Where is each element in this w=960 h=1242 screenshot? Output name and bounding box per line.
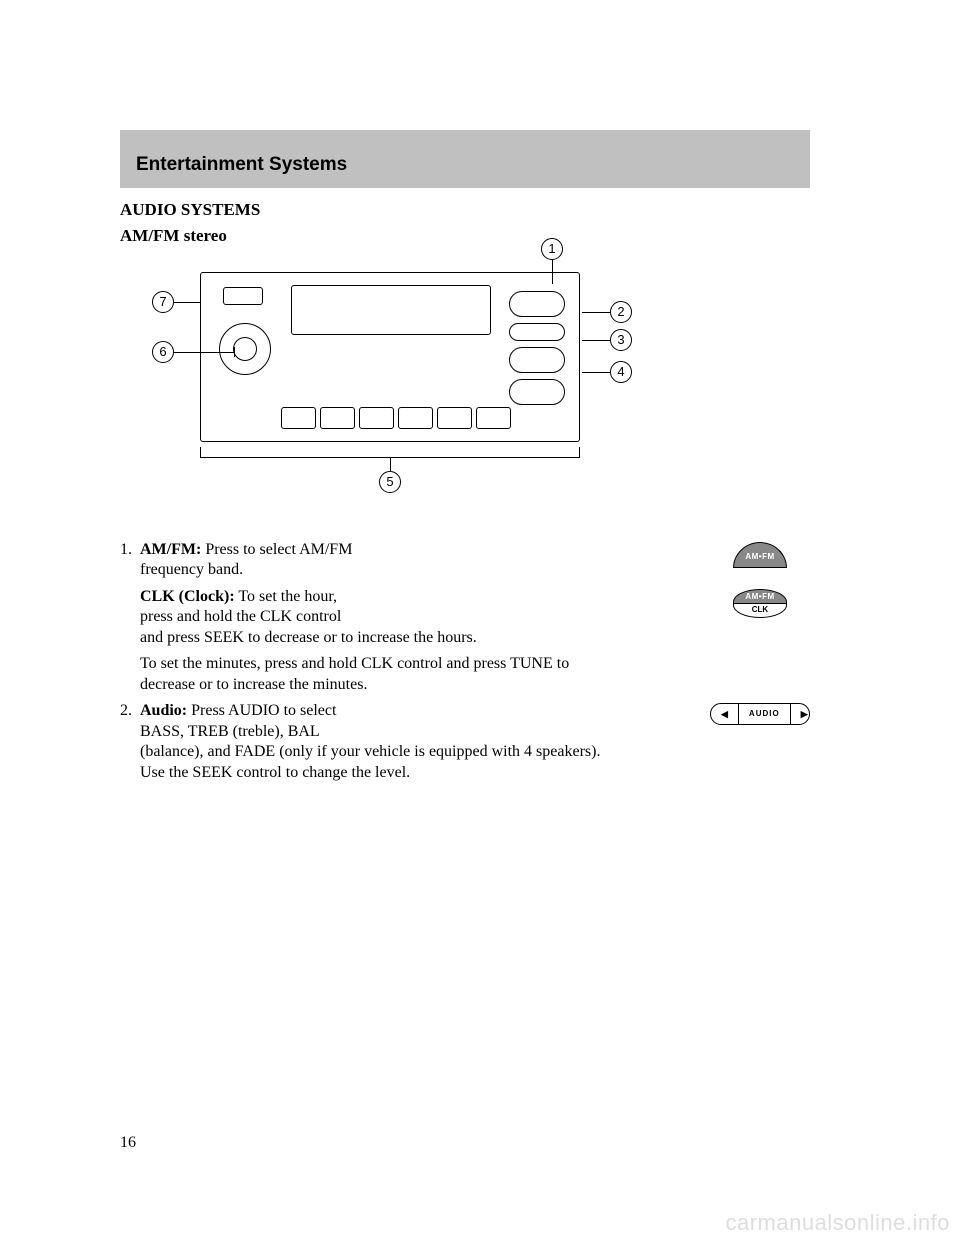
- instruction-row: CLK (Clock): To set the hour, press and …: [120, 587, 810, 648]
- step-text: CLK (Clock): To set the hour, press and …: [140, 587, 710, 648]
- step-label: CLK (Clock):: [140, 588, 235, 605]
- radio-display: [291, 285, 491, 335]
- watermark: carmanualsonline.info: [725, 1210, 950, 1236]
- arrow-left-icon: ◀: [711, 704, 738, 724]
- leader-line: [174, 352, 234, 353]
- amfm-clk-icon: AM•FM CLK: [733, 589, 787, 618]
- subsection-title: AM/FM stereo: [120, 226, 810, 246]
- callout-3: 3: [610, 329, 632, 351]
- page-number: 16: [120, 1134, 136, 1152]
- preset-row: [281, 407, 511, 429]
- callout-1: 1: [541, 238, 563, 260]
- leader-line: [552, 260, 553, 284]
- step-rest: Press AUDIO to select BASS, TREB (treble…: [140, 702, 600, 780]
- step-number: 2.: [120, 701, 140, 721]
- eject-button: [223, 287, 263, 305]
- leader-line: [200, 447, 201, 457]
- step-icon: AM•FM: [710, 540, 810, 568]
- leader-line: [390, 457, 391, 471]
- leader-line: [579, 447, 580, 457]
- section-header: Entertainment Systems: [120, 130, 810, 188]
- step-label: AM/FM:: [140, 541, 201, 558]
- step-number: 1.: [120, 540, 140, 560]
- callout-7: 7: [152, 291, 174, 313]
- header-title: Entertainment Systems: [136, 154, 794, 176]
- step-text: Audio: Press AUDIO to select BASS, TREB …: [140, 701, 710, 783]
- clk-label: CLK: [733, 604, 787, 618]
- instruction-row: To set the minutes, press and hold CLK c…: [120, 654, 810, 695]
- callout-4: 4: [610, 361, 632, 383]
- arrow-right-icon: ▶: [791, 704, 810, 724]
- audio-label: AUDIO: [738, 704, 791, 724]
- leader-line: [174, 302, 200, 303]
- leader-line: [234, 347, 235, 357]
- seek-button: [509, 347, 565, 373]
- step-icon: AM•FM CLK: [710, 587, 810, 618]
- radio-diagram: 1 2 3 4 5 6 7: [120, 252, 640, 532]
- amfm-icon: AM•FM: [733, 542, 787, 568]
- leader-line: [582, 372, 610, 373]
- section-title: AUDIO SYSTEMS: [120, 200, 810, 220]
- callout-5: 5: [379, 471, 401, 493]
- step-label: Audio:: [140, 702, 187, 719]
- amfm-button: [509, 291, 565, 317]
- step-icon: ◀ AUDIO ▶: [710, 701, 810, 725]
- amfm-label: AM•FM: [733, 589, 787, 604]
- leader-line: [582, 312, 610, 313]
- instruction-row: 1. AM/FM: Press to select AM/FM frequenc…: [120, 540, 810, 581]
- step-text: AM/FM: Press to select AM/FM frequency b…: [140, 540, 710, 581]
- tune-button: [509, 379, 565, 405]
- audio-button: [509, 323, 565, 341]
- radio-faceplate: [200, 272, 580, 442]
- step-text: To set the minutes, press and hold CLK c…: [140, 654, 810, 695]
- volume-knob: [219, 323, 271, 375]
- callout-6: 6: [152, 341, 174, 363]
- step-rest: To set the minutes, press and hold CLK c…: [140, 655, 569, 692]
- audio-pill-icon: ◀ AUDIO ▶: [710, 703, 810, 725]
- leader-line: [582, 340, 610, 341]
- callout-2: 2: [610, 301, 632, 323]
- instruction-row: 2. Audio: Press AUDIO to select BASS, TR…: [120, 701, 810, 783]
